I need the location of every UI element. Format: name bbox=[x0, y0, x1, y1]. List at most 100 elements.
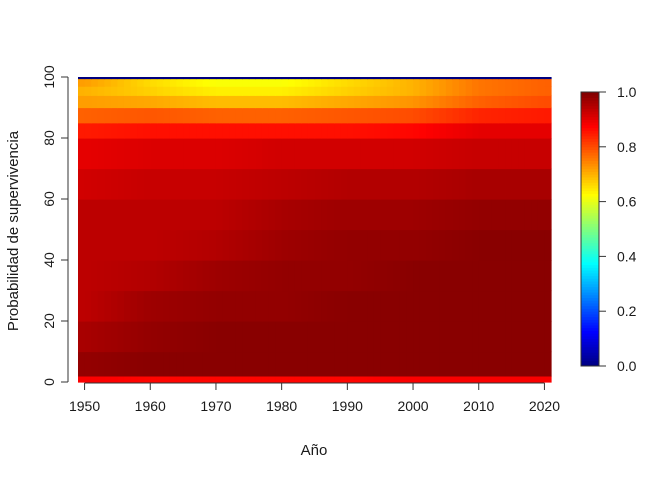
heatmap-cell bbox=[301, 351, 309, 377]
heatmap-cell bbox=[445, 290, 454, 322]
heatmap-cell bbox=[399, 86, 408, 96]
heatmap-cell bbox=[498, 229, 506, 261]
heatmap-cell bbox=[544, 199, 552, 231]
heatmap-cell bbox=[196, 290, 204, 322]
heatmap-cell bbox=[123, 86, 132, 96]
heatmap-cell bbox=[104, 229, 112, 261]
heatmap-cell bbox=[380, 229, 388, 261]
heatmap-cell bbox=[307, 199, 316, 231]
heatmap-cell bbox=[91, 122, 99, 139]
heatmap-cell bbox=[445, 77, 454, 80]
heatmap-cell bbox=[137, 107, 145, 124]
heatmap-cell bbox=[406, 107, 414, 124]
heatmap-cell bbox=[386, 199, 394, 231]
heatmap-cell bbox=[360, 375, 368, 383]
heatmap-cell bbox=[413, 138, 421, 170]
heatmap-cell bbox=[445, 321, 454, 353]
colorbar-segment bbox=[581, 237, 599, 241]
heatmap-cell bbox=[97, 260, 105, 292]
heatmap-cell bbox=[248, 107, 256, 124]
colorbar-frame bbox=[580, 91, 600, 367]
heatmap-cell bbox=[386, 78, 394, 87]
heatmap-cell bbox=[137, 122, 145, 139]
heatmap-cell bbox=[255, 290, 263, 322]
heatmap-cell bbox=[413, 375, 421, 383]
heatmap-cell bbox=[281, 199, 289, 231]
heatmap-cell bbox=[78, 86, 86, 96]
heatmap-cell bbox=[426, 107, 434, 124]
heatmap-cell bbox=[518, 375, 526, 383]
colorbar-segment bbox=[581, 239, 599, 244]
heatmap-cell bbox=[110, 260, 119, 292]
heatmap-cell bbox=[498, 168, 506, 200]
heatmap-cell bbox=[537, 122, 546, 139]
heatmap-cell bbox=[288, 95, 296, 109]
heatmap-cell bbox=[531, 290, 539, 322]
heatmap-cell bbox=[419, 95, 427, 109]
heatmap-cell bbox=[491, 290, 500, 322]
heatmap-cell bbox=[380, 78, 388, 87]
heatmap-cell bbox=[268, 122, 276, 139]
heatmap-cell bbox=[432, 95, 440, 109]
heatmap-cell bbox=[169, 290, 178, 322]
heatmap-cell bbox=[373, 229, 381, 261]
heatmap-cell bbox=[189, 122, 197, 139]
colorbar-segment bbox=[581, 160, 599, 164]
heatmap-cell bbox=[360, 107, 368, 124]
colorbar-segment bbox=[581, 335, 599, 340]
heatmap-cell bbox=[465, 168, 473, 200]
colorbar-segment bbox=[581, 146, 599, 151]
heatmap-cell bbox=[386, 95, 394, 109]
heatmap-cell bbox=[202, 95, 210, 109]
heatmap-cell bbox=[439, 77, 447, 80]
heatmap-cell bbox=[294, 107, 302, 124]
heatmap-cell bbox=[347, 260, 355, 292]
colorbar-segment bbox=[581, 133, 599, 137]
heatmap-cell bbox=[78, 168, 86, 200]
heatmap-cell bbox=[209, 290, 217, 322]
colorbar-segment bbox=[581, 322, 599, 326]
heatmap-cell bbox=[222, 86, 230, 96]
heatmap-cell bbox=[235, 199, 243, 231]
heatmap-cell bbox=[183, 95, 191, 109]
colorbar-segment bbox=[581, 278, 599, 282]
heatmap-cell bbox=[531, 375, 539, 383]
heatmap-cell bbox=[209, 199, 217, 231]
colorbar-segment bbox=[581, 248, 599, 252]
heatmap-cell bbox=[97, 168, 105, 200]
heatmap-cell bbox=[537, 107, 546, 124]
heatmap-cell bbox=[465, 375, 473, 383]
heatmap-cell bbox=[261, 260, 270, 292]
heatmap-cell bbox=[202, 351, 210, 377]
heatmap-cell bbox=[130, 351, 138, 377]
heatmap-cell bbox=[459, 107, 467, 124]
colorbar-segment bbox=[581, 264, 599, 268]
heatmap-cell bbox=[169, 77, 178, 80]
colorbar-segment bbox=[581, 316, 599, 320]
heatmap-cell bbox=[78, 138, 86, 170]
colorbar-segment bbox=[581, 168, 599, 172]
heatmap-cell bbox=[340, 78, 348, 87]
heatmap-cell bbox=[123, 199, 132, 231]
heatmap-cell bbox=[321, 78, 329, 87]
heatmap-cell bbox=[97, 290, 105, 322]
heatmap-cell bbox=[261, 138, 270, 170]
heatmap-cell bbox=[321, 351, 329, 377]
heatmap-cell bbox=[242, 122, 250, 139]
heatmap-cell bbox=[84, 78, 92, 87]
heatmap-cell bbox=[445, 86, 454, 96]
heatmap-cell bbox=[261, 86, 270, 96]
heatmap-cell bbox=[176, 375, 184, 383]
heatmap-cell bbox=[373, 107, 381, 124]
heatmap-cell bbox=[150, 260, 158, 292]
heatmap-cell bbox=[189, 321, 197, 353]
heatmap-cell bbox=[531, 229, 539, 261]
heatmap-cell bbox=[505, 138, 513, 170]
x-axis-title: Año bbox=[301, 442, 328, 459]
heatmap-cell bbox=[472, 95, 480, 109]
colorbar-segment bbox=[581, 97, 599, 101]
heatmap-cell bbox=[163, 168, 171, 200]
heatmap-cell bbox=[104, 351, 112, 377]
heatmap-cell bbox=[110, 122, 119, 139]
heatmap-cell bbox=[544, 260, 552, 292]
